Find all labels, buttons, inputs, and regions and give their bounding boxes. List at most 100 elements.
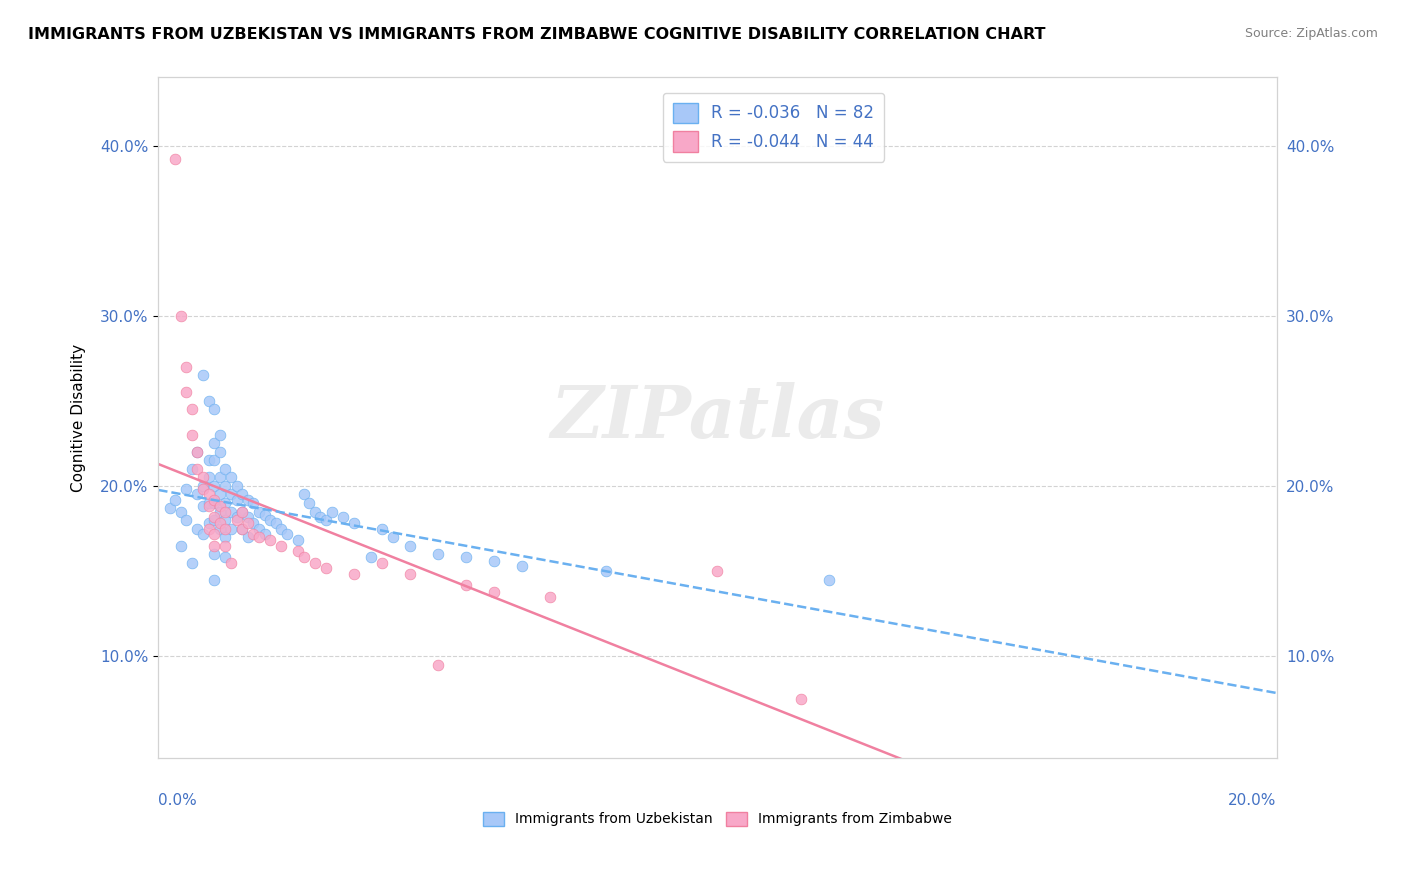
Point bbox=[208, 445, 231, 459]
Point bbox=[208, 500, 231, 514]
Point bbox=[208, 522, 231, 536]
Point bbox=[208, 428, 231, 442]
Point bbox=[790, 691, 813, 706]
Point bbox=[186, 487, 208, 501]
Point bbox=[343, 567, 366, 582]
Point bbox=[270, 539, 292, 553]
Point bbox=[242, 516, 264, 531]
Point bbox=[242, 496, 264, 510]
Point bbox=[219, 470, 242, 484]
Point bbox=[214, 550, 236, 565]
Point bbox=[214, 513, 236, 527]
Point bbox=[309, 509, 332, 524]
Point bbox=[197, 496, 219, 510]
Point bbox=[186, 462, 208, 476]
Point bbox=[304, 556, 326, 570]
Point bbox=[706, 564, 728, 578]
Point bbox=[231, 522, 253, 536]
Point bbox=[247, 530, 270, 544]
Point bbox=[219, 556, 242, 570]
Point bbox=[538, 590, 561, 604]
Point bbox=[231, 504, 253, 518]
Point bbox=[214, 504, 236, 518]
Point bbox=[276, 526, 298, 541]
Point bbox=[191, 483, 214, 497]
Point bbox=[371, 522, 394, 536]
Point bbox=[426, 657, 449, 672]
Point bbox=[426, 547, 449, 561]
Point bbox=[197, 516, 219, 531]
Point bbox=[202, 402, 225, 417]
Point bbox=[231, 504, 253, 518]
Point bbox=[382, 530, 405, 544]
Point bbox=[186, 445, 208, 459]
Text: Source: ZipAtlas.com: Source: ZipAtlas.com bbox=[1244, 27, 1378, 40]
Point bbox=[482, 554, 505, 568]
Point bbox=[180, 428, 202, 442]
Point bbox=[170, 539, 193, 553]
Point bbox=[292, 487, 315, 501]
Text: ZIPatlas: ZIPatlas bbox=[550, 383, 884, 453]
Point bbox=[191, 368, 214, 383]
Point bbox=[315, 513, 337, 527]
Point bbox=[186, 522, 208, 536]
Point bbox=[202, 509, 225, 524]
Point bbox=[202, 496, 225, 510]
Point bbox=[214, 462, 236, 476]
Point bbox=[371, 556, 394, 570]
Point bbox=[247, 522, 270, 536]
Point bbox=[197, 393, 219, 408]
Point bbox=[454, 577, 477, 591]
Point bbox=[180, 556, 202, 570]
Point bbox=[197, 522, 219, 536]
Text: 0.0%: 0.0% bbox=[159, 793, 197, 808]
Point bbox=[180, 462, 202, 476]
Point bbox=[236, 516, 259, 531]
Point bbox=[202, 453, 225, 467]
Point bbox=[399, 539, 422, 553]
Point bbox=[214, 539, 236, 553]
Point bbox=[595, 564, 617, 578]
Point bbox=[219, 522, 242, 536]
Point bbox=[225, 509, 247, 524]
Point bbox=[242, 526, 264, 541]
Text: 20.0%: 20.0% bbox=[1229, 793, 1277, 808]
Point bbox=[202, 526, 225, 541]
Legend: Immigrants from Uzbekistan, Immigrants from Zimbabwe: Immigrants from Uzbekistan, Immigrants f… bbox=[477, 806, 957, 832]
Point bbox=[170, 309, 193, 323]
Point bbox=[225, 513, 247, 527]
Point bbox=[176, 483, 198, 497]
Point bbox=[202, 539, 225, 553]
Point bbox=[208, 470, 231, 484]
Point bbox=[292, 550, 315, 565]
Point bbox=[343, 516, 366, 531]
Point bbox=[818, 573, 841, 587]
Point bbox=[287, 543, 309, 558]
Point bbox=[191, 526, 214, 541]
Point bbox=[247, 504, 270, 518]
Point bbox=[321, 504, 343, 518]
Point bbox=[332, 509, 354, 524]
Point bbox=[165, 152, 187, 166]
Point bbox=[208, 487, 231, 501]
Point bbox=[225, 492, 247, 507]
Point bbox=[214, 530, 236, 544]
Point bbox=[176, 385, 198, 400]
Point bbox=[270, 522, 292, 536]
Point bbox=[399, 567, 422, 582]
Point bbox=[236, 492, 259, 507]
Point bbox=[202, 547, 225, 561]
Point bbox=[253, 526, 276, 541]
Point bbox=[225, 479, 247, 493]
Point bbox=[214, 479, 236, 493]
Point bbox=[259, 513, 281, 527]
Point bbox=[159, 501, 181, 516]
Point bbox=[304, 504, 326, 518]
Point bbox=[231, 487, 253, 501]
Point bbox=[208, 504, 231, 518]
Point bbox=[360, 550, 382, 565]
Text: IMMIGRANTS FROM UZBEKISTAN VS IMMIGRANTS FROM ZIMBABWE COGNITIVE DISABILITY CORR: IMMIGRANTS FROM UZBEKISTAN VS IMMIGRANTS… bbox=[28, 27, 1046, 42]
Point bbox=[214, 522, 236, 536]
Point bbox=[454, 550, 477, 565]
Point bbox=[264, 516, 287, 531]
